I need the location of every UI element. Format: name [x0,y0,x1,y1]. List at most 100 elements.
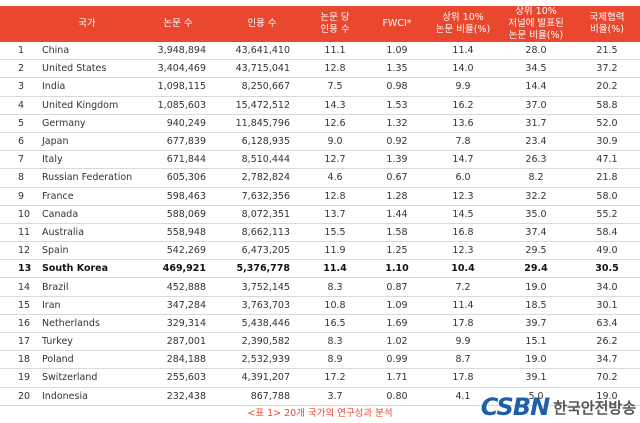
cell-papers: 452,888 [136,277,220,297]
cell-citations: 5,438,446 [220,314,304,334]
cell-rank: 11 [0,223,38,243]
cell-top10-journals: 15.1 [498,332,574,352]
cell-papers: 588,069 [136,205,220,224]
cell-country: India [38,77,136,97]
table-row: 8 Russian Federation 605,306 2,782,824 4.6 0.… [0,168,640,188]
cell-top10-papers: 10.4 [428,259,498,279]
cell-intl-collab: 30.1 [574,296,640,315]
cell-country: Netherlands [38,314,136,334]
cell-top10-papers: 16.8 [428,223,498,243]
cell-top10-journals: 26.3 [498,150,574,170]
cell-papers: 671,844 [136,150,220,170]
table-row: 5 Germany 940,249 11,845,796 12.6 1.32 13.6 31.… [0,114,640,133]
cell-top10-papers: 7.8 [428,132,498,152]
cell-citations: 15,472,512 [220,96,304,115]
cell-citations-per-paper: 3.7 [304,387,366,406]
cell-citations: 867,788 [220,387,304,406]
cell-intl-collab: 26.2 [574,332,640,352]
cell-country: Poland [38,350,136,370]
cell-rank: 19 [0,368,38,388]
table-row: 4 United Kingdom 1,085,603 15,472,512 14.3 1.… [0,96,640,115]
cell-citations-per-paper: 11.4 [304,259,366,279]
table-row: 20 Indonesia 232,438 867,788 3.7 0.80 4.1 5.0 19… [0,387,640,406]
cell-country: Canada [38,205,136,224]
cell-top10-journals: 37.4 [498,223,574,243]
cell-citations: 2,782,824 [220,168,304,188]
cell-citations: 6,128,935 [220,132,304,152]
cell-intl-collab: 21.5 [574,42,640,61]
cell-country: Japan [38,132,136,152]
table-body: 1 China 3,948,894 43,641,410 11.1 1.09 11.4 28.… [0,42,640,406]
cell-papers: 347,284 [136,296,220,315]
cell-country: United Kingdom [38,96,136,115]
cell-top10-papers: 11.4 [428,296,498,315]
cell-intl-collab: 21.8 [574,168,640,188]
cell-rank: 5 [0,114,38,133]
cell-papers: 605,306 [136,168,220,188]
cell-citations-per-paper: 9.0 [304,132,366,152]
cell-fwci: 1.32 [366,114,428,133]
cell-fwci: 1.35 [366,59,428,79]
cell-papers: 3,404,469 [136,59,220,79]
logo-text: 한국안전방송 [553,398,636,417]
cell-rank: 2 [0,59,38,79]
cell-top10-journals: 31.7 [498,114,574,133]
cell-citations-per-paper: 14.3 [304,96,366,115]
cell-rank: 20 [0,387,38,406]
cell-country: Spain [38,241,136,261]
cell-citations-per-paper: 8.3 [304,277,366,297]
cell-papers: 542,269 [136,241,220,261]
cell-rank: 7 [0,150,38,170]
cell-country: Iran [38,296,136,315]
cell-top10-papers: 17.8 [428,368,498,388]
cell-fwci: 1.58 [366,223,428,243]
cell-intl-collab: 34.0 [574,277,640,297]
cell-papers: 558,948 [136,223,220,243]
cell-rank: 6 [0,132,38,152]
cell-citations: 8,662,113 [220,223,304,243]
cell-intl-collab: 63.4 [574,314,640,334]
header-citations-per-paper: 논문 당 인용 수 [304,6,366,42]
table-row: 7 Italy 671,844 8,510,444 12.7 1.39 14.7 26.3 47… [0,150,640,170]
logo-mark: CSBN [480,393,550,421]
cell-intl-collab: 47.1 [574,150,640,170]
cell-papers: 940,249 [136,114,220,133]
cell-top10-journals: 14.4 [498,77,574,97]
cell-country: Germany [38,114,136,133]
cell-citations: 3,763,703 [220,296,304,315]
cell-citations: 43,641,410 [220,42,304,61]
table-row: 18 Poland 284,188 2,532,939 8.9 0.99 8.7 19.0 34… [0,350,640,370]
cell-papers: 232,438 [136,387,220,406]
cell-top10-papers: 4.1 [428,387,498,406]
cell-top10-journals: 5.0 [498,387,574,406]
cell-intl-collab: 49.0 [574,241,640,261]
cell-citations-per-paper: 16.5 [304,314,366,334]
cell-country: China [38,42,136,61]
header-papers: 논문 수 [136,6,220,42]
cell-citations-per-paper: 13.7 [304,205,366,224]
cell-citations-per-paper: 12.7 [304,150,366,170]
cell-top10-journals: 19.0 [498,277,574,297]
cell-citations: 2,532,939 [220,350,304,370]
header-country: 국가 [38,6,136,42]
cell-citations-per-paper: 17.2 [304,368,366,388]
cell-citations: 43,715,041 [220,59,304,79]
cell-fwci: 0.99 [366,350,428,370]
cell-top10-journals: 23.4 [498,132,574,152]
cell-rank: 1 [0,42,38,61]
cell-top10-papers: 17.8 [428,314,498,334]
cell-top10-papers: 13.6 [428,114,498,133]
cell-top10-journals: 39.7 [498,314,574,334]
cell-intl-collab: 70.2 [574,368,640,388]
cell-rank: 18 [0,350,38,370]
cell-rank: 14 [0,277,38,297]
table-row: 12 Spain 542,269 6,473,205 11.9 1.25 12.3 29.5 4… [0,241,640,261]
cell-country: United States [38,59,136,79]
cell-fwci: 1.09 [366,42,428,61]
cell-citations-per-paper: 15.5 [304,223,366,243]
cell-papers: 287,001 [136,332,220,352]
cell-fwci: 1.44 [366,205,428,224]
table-row: 19 Switzerland 255,603 4,391,207 17.2 1.71 17.… [0,368,640,388]
cell-intl-collab: 30.9 [574,132,640,152]
cell-top10-journals: 37.0 [498,96,574,115]
